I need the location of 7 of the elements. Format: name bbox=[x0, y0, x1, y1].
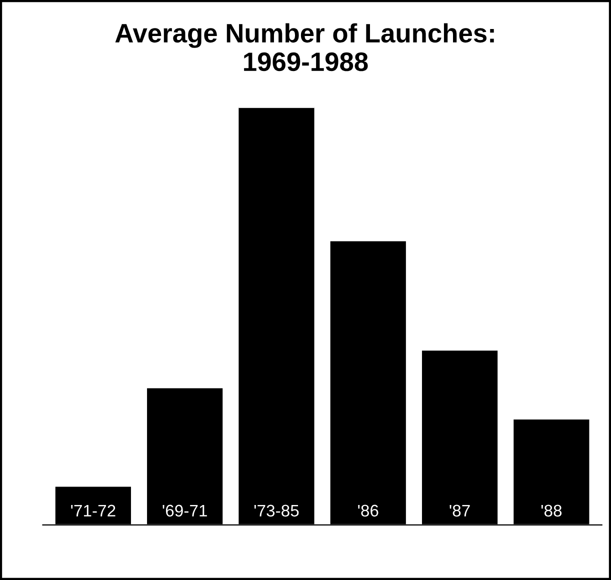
chart-title: Average Number of Launches: 1969-1988 bbox=[115, 23, 494, 72]
x-tick-label: '87 bbox=[450, 504, 470, 517]
x-tick-label: '86 bbox=[358, 504, 378, 517]
x-tick-label: '71-72 bbox=[71, 504, 116, 516]
x-tick-label: '69-71 bbox=[162, 504, 207, 517]
x-tick-label: '88 bbox=[541, 504, 562, 517]
x-tick-label: '73-85 bbox=[254, 504, 299, 517]
